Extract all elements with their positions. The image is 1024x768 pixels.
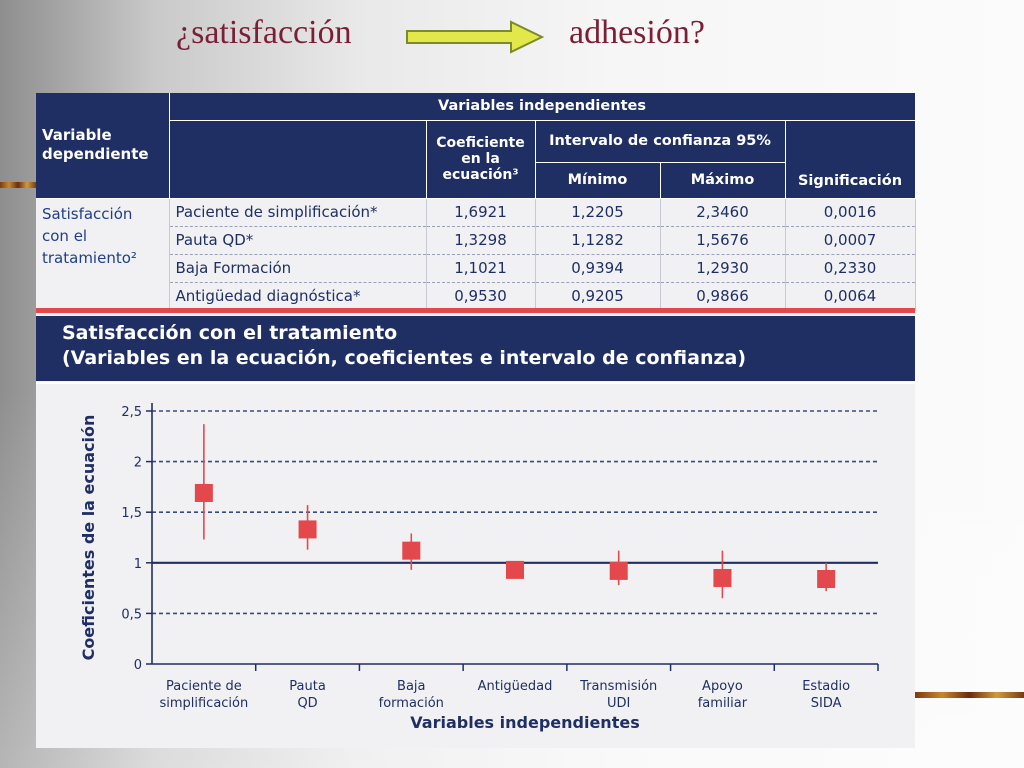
y-tick-label: 0,5 xyxy=(121,607,142,622)
y-tick-label: 0 xyxy=(134,658,142,673)
statistics-table: Variable dependiente Variables independi… xyxy=(36,93,916,311)
variable-cell: Pauta QD* xyxy=(169,226,427,255)
right-decorative-strip xyxy=(915,692,1024,698)
variable-column-header xyxy=(169,120,427,199)
x-tick-label: Apoyo familiar xyxy=(698,679,748,711)
significance-header: Significación xyxy=(785,120,916,199)
max-cell: 1,5676 xyxy=(660,226,786,255)
y-tick-label: 2,5 xyxy=(121,405,142,420)
coef-cell: 0,9530 xyxy=(426,282,536,311)
arrow-right-icon xyxy=(406,20,545,54)
variable-cell: Paciente de simplificación* xyxy=(169,198,427,227)
min-cell: 1,2205 xyxy=(535,198,661,227)
y-tick-label: 1,5 xyxy=(121,506,142,521)
x-tick-label: Antigüedad xyxy=(478,679,553,694)
title-right-word: adhesión? xyxy=(569,14,705,51)
table-row: Pauta QD* 1,3298 1,1282 1,5676 0,0007 xyxy=(36,226,916,255)
chart-subtitle: (Variables en la ecuación, coeficientes … xyxy=(62,347,747,369)
table-row: Antigüedad diagnóstica* 0,9530 0,9205 0,… xyxy=(36,282,916,311)
dependent-variable-cell: Satisfacción con el tratamiento² xyxy=(36,198,170,310)
data-point xyxy=(609,561,628,580)
coef-cell: 1,1021 xyxy=(426,254,536,283)
min-cell: 0,9394 xyxy=(535,254,661,283)
data-point xyxy=(713,568,732,587)
variable-cell: Baja Formación xyxy=(169,254,427,283)
max-header: Máximo xyxy=(660,162,786,199)
coefficient-chart: 0 0,5 1 1,5 2 2,5 Paciente de simplificación Pau… xyxy=(79,403,879,732)
dependent-variable-header: Variable dependiente xyxy=(36,93,170,199)
left-decorative-strip xyxy=(0,182,36,188)
sig-cell: 0,2330 xyxy=(785,254,916,283)
x-tick-label: Transmisión UDI xyxy=(579,679,657,711)
sig-cell: 0,0064 xyxy=(785,282,916,311)
max-cell: 2,3460 xyxy=(660,198,786,227)
independent-variables-header: Variables independientes xyxy=(169,93,916,121)
x-tick-label: Pauta QD xyxy=(289,679,326,711)
figure-panel: Variable dependiente Variables independi… xyxy=(36,93,916,748)
min-cell: 1,1282 xyxy=(535,226,661,255)
table-row: Baja Formación 1,1021 0,9394 1,2930 0,23… xyxy=(36,254,916,283)
y-tick-label: 2 xyxy=(134,456,142,471)
x-tick-label: Paciente de simplificación xyxy=(159,679,248,711)
coef-cell: 1,6921 xyxy=(426,198,536,227)
chart-header: Satisfacción con el tratamiento (Variabl… xyxy=(36,316,915,381)
slide-title: ¿satisfacción adhesión? xyxy=(0,8,1024,58)
data-point xyxy=(817,569,836,588)
x-tick-label: Estadio SIDA xyxy=(802,679,850,711)
sig-cell: 0,0007 xyxy=(785,226,916,255)
chart-header-underline xyxy=(36,382,915,384)
min-cell: 0,9205 xyxy=(535,282,661,311)
interval-header: Intervalo de confianza 95% xyxy=(535,120,786,163)
sig-cell: 0,0016 xyxy=(785,198,916,227)
coefficient-header: Coeficiente en la ecuación³ xyxy=(426,120,536,199)
y-axis-label: Coeficientes de la ecuación xyxy=(79,415,98,661)
x-tick-label: Baja formación xyxy=(379,679,444,711)
y-tick-label: 1 xyxy=(134,557,142,572)
max-cell: 0,9866 xyxy=(660,282,786,311)
variable-cell: Antigüedad diagnóstica* xyxy=(169,282,427,311)
title-left-word: ¿satisfacción xyxy=(176,14,352,51)
max-cell: 1,2930 xyxy=(660,254,786,283)
data-point xyxy=(298,520,317,539)
data-point xyxy=(402,541,421,560)
x-axis-label: Variables independientes xyxy=(410,713,639,732)
coef-cell: 1,3298 xyxy=(426,226,536,255)
chart-title: Satisfacción con el tratamiento xyxy=(62,322,398,344)
section-divider xyxy=(36,308,915,313)
data-point xyxy=(194,483,213,502)
data-point xyxy=(506,560,524,579)
table-row: Satisfacción con el tratamiento² Pacient… xyxy=(36,198,916,310)
min-header: Mínimo xyxy=(535,162,661,199)
